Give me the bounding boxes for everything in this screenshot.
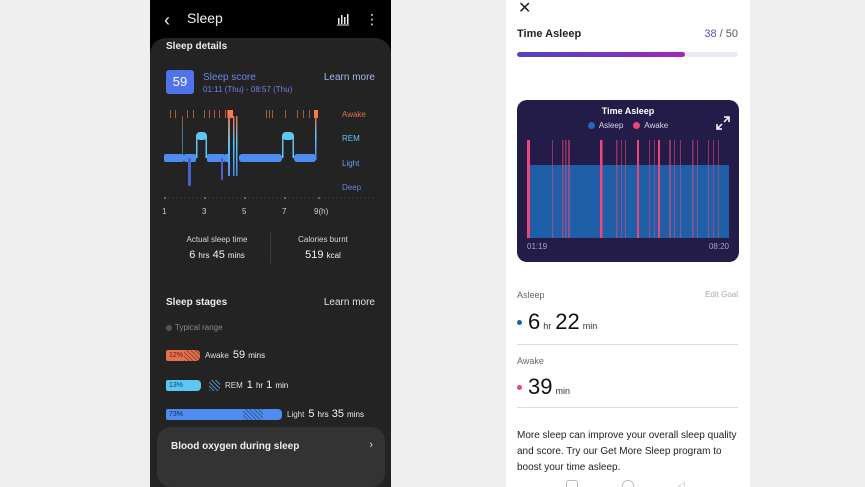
- close-icon[interactable]: ✕: [518, 0, 532, 17]
- sleep-time-range: 01:11 (Thu) - 08:57 (Thu): [203, 85, 293, 94]
- score-progress-bar: [517, 52, 738, 57]
- divider: [517, 407, 738, 408]
- calories-label: Calories burnt: [298, 235, 348, 244]
- actual-sleep-value: 6 hrs 45 mins: [189, 249, 245, 261]
- stage-label-light: Light: [342, 159, 360, 168]
- learn-more-link[interactable]: Learn more: [323, 72, 375, 83]
- samsung-sleep-screen: ‹ Sleep ⋮ Sleep details 59 Sleep score 0…: [150, 0, 391, 487]
- stage-bar: 73%: [166, 408, 282, 420]
- chart-title: Time Asleep: [601, 106, 655, 116]
- actual-sleep-stat: Actual sleep time 6 hrs 45 mins: [162, 235, 272, 261]
- chart-end-time: 08:20: [708, 242, 729, 251]
- score-progress-fill: [517, 52, 685, 57]
- divider: [270, 233, 271, 263]
- sleep-tip-text: More sleep can improve your overall slee…: [517, 430, 737, 473]
- asleep-value: 6 hr 22 min: [517, 309, 601, 335]
- actual-sleep-label: Actual sleep time: [186, 235, 248, 244]
- page-title: Sleep: [187, 10, 223, 26]
- sleep-score-label: Sleep score: [203, 72, 256, 83]
- stage-row-light: 73% Light 5 hrs 35 mins: [166, 408, 364, 420]
- sleep-details-card: Sleep details 59 Sleep score 01:11 (Thu)…: [150, 38, 391, 487]
- stage-bar: 13%: [166, 379, 201, 391]
- chevron-right-icon[interactable]: ›: [369, 439, 373, 451]
- divider: [517, 344, 738, 345]
- chart-start-time: 01:19: [527, 242, 548, 251]
- asleep-label: Asleep: [517, 290, 545, 300]
- stage-label-rem: REM: [342, 134, 360, 143]
- time-asleep-chart: Time Asleep Asleep Awake: [517, 100, 739, 262]
- blood-oxygen-title: Blood oxygen during sleep: [171, 441, 300, 452]
- hypnogram-graph: [164, 110, 376, 199]
- calories-stat: Calories burnt 519 kcal: [268, 235, 378, 261]
- stage-label-awake: Awake: [342, 110, 366, 119]
- sleep-stages-title: Sleep stages: [166, 297, 228, 308]
- edit-goal-link[interactable]: Edit Goal: [705, 290, 738, 299]
- stage-row-rem: 13% REM 1 hr 1 min: [166, 379, 288, 391]
- typical-range-marker: [209, 379, 220, 391]
- x-tick: 9(h): [314, 207, 329, 216]
- legend-awake: Awake: [633, 121, 668, 130]
- sleep-details-title: Sleep details: [166, 41, 228, 52]
- stage-row-awake: 12% Awake 59 mins: [166, 349, 265, 361]
- nav-back-icon[interactable]: ◁: [678, 480, 685, 487]
- typical-range-dot: [166, 324, 172, 331]
- sleep-score-badge: 59: [166, 70, 194, 94]
- bar-chart-icon[interactable]: [336, 12, 350, 26]
- x-tick: 5: [242, 207, 247, 216]
- expand-icon[interactable]: [715, 115, 731, 131]
- sleep-stages-learn-more[interactable]: Learn more: [323, 297, 375, 308]
- time-asleep-plot: [527, 140, 729, 238]
- x-tick: 7: [282, 207, 287, 216]
- x-tick: 3: [202, 207, 207, 216]
- typical-range-legend: Typical range: [166, 323, 223, 332]
- awake-value: 39 min: [517, 374, 574, 400]
- awake-label: Awake: [517, 356, 544, 366]
- chevron-left-icon[interactable]: ‹: [164, 10, 170, 30]
- x-tick: 1: [162, 207, 167, 216]
- legend-asleep: Asleep: [587, 121, 623, 130]
- blood-oxygen-card[interactable]: Blood oxygen during sleep ›: [157, 427, 385, 487]
- stage-bar: 12%: [166, 349, 200, 361]
- fitbit-time-asleep-screen: ✕ Time Asleep 38 / 50 Time Asleep Asleep…: [506, 0, 750, 487]
- chart-legend: Asleep Awake: [517, 121, 739, 130]
- more-vertical-icon[interactable]: ⋮: [365, 11, 379, 27]
- calories-value: 519 kcal: [305, 249, 341, 261]
- page-title: Time Asleep: [517, 28, 582, 40]
- score-fraction: 38 / 50: [704, 28, 738, 40]
- nav-recents-icon[interactable]: [566, 480, 578, 487]
- asleep-dot: [517, 319, 522, 325]
- nav-home-icon[interactable]: [622, 480, 634, 487]
- awake-dot: [517, 384, 522, 390]
- app-header: ‹ Sleep ⋮: [150, 0, 391, 40]
- sleep-hypnogram: Awake REM Light Deep 1 3 5 7 9(h): [162, 102, 380, 217]
- stage-label-deep: Deep: [342, 183, 362, 192]
